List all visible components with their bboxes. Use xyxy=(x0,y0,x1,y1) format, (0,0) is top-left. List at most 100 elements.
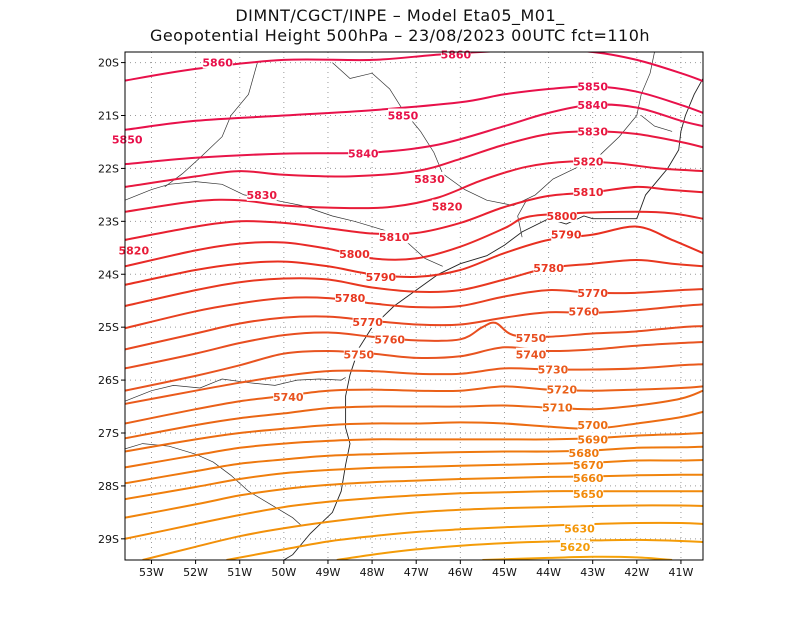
state-border xyxy=(640,115,673,132)
contour-label-bg xyxy=(573,154,604,168)
lat-tick-label: 21S xyxy=(98,110,119,123)
contour-label: 5710 xyxy=(542,402,573,415)
contour-label-bg xyxy=(112,132,143,146)
lon-tick-label: 53W xyxy=(139,566,164,579)
contour-label-bg xyxy=(568,304,599,318)
state-border xyxy=(125,443,302,526)
contour-label: 5830 xyxy=(246,189,277,202)
contour-line-5640 xyxy=(142,504,703,560)
contour-line-5620 xyxy=(336,538,703,560)
lat-tick-label: 27S xyxy=(98,427,119,440)
contour-line-5850 xyxy=(125,85,703,131)
contour-label: 5810 xyxy=(573,186,604,199)
contour-label: 5840 xyxy=(577,99,608,112)
contour-label-bg xyxy=(573,185,604,199)
contour-layer xyxy=(125,52,703,560)
contour-label-bg xyxy=(246,187,277,201)
contour-label: 5770 xyxy=(352,316,383,329)
lon-tick-label: 52W xyxy=(183,566,208,579)
contour-label-bg xyxy=(560,539,591,553)
contour-label-bg xyxy=(335,291,366,305)
contour-label-bg xyxy=(577,79,608,93)
contour-label: 5680 xyxy=(569,447,600,460)
contour-label-bg xyxy=(537,362,568,376)
lat-tick-label: 24S xyxy=(98,268,119,281)
contour-label: 5820 xyxy=(119,244,150,257)
lat-tick-label: 22S xyxy=(98,162,119,175)
chart-title-line1: DIMNT/CGCT/INPE – Model Eta05_M01_ xyxy=(235,6,565,25)
lon-tick-label: 47W xyxy=(404,566,429,579)
contour-label: 5790 xyxy=(366,271,397,284)
contour-label-bg xyxy=(352,314,383,328)
contour-line-5820 xyxy=(125,160,703,213)
contour-line-5680 xyxy=(125,445,703,485)
state-border xyxy=(125,181,443,267)
contour-line-5830 xyxy=(125,130,703,188)
contour-label: 5760 xyxy=(569,305,600,318)
contour-label-bg xyxy=(515,330,546,344)
contour-label-bg xyxy=(515,347,546,361)
lon-tick-label: 44W xyxy=(536,566,561,579)
contour-label-bg xyxy=(577,418,608,432)
contour-label-bg xyxy=(343,347,374,361)
contour-label: 5770 xyxy=(577,287,608,300)
contour-labels: 5860 5860 5850 5850 5850 5840 5840 5830 5830 5830… xyxy=(112,47,608,554)
contour-line-5630 xyxy=(226,521,703,560)
state-border xyxy=(332,52,655,206)
lon-tick-label: 50W xyxy=(271,566,296,579)
contour-label: 5850 xyxy=(112,133,143,146)
contour-label: 5630 xyxy=(564,522,595,535)
contour-label: 5620 xyxy=(560,541,591,554)
contour-label-bg xyxy=(573,457,604,471)
contour-label-bg xyxy=(414,172,445,185)
contour-label: 5820 xyxy=(573,156,604,169)
contour-label-bg xyxy=(339,247,370,261)
chart-title-line2: Geopotential Height 500hPa – 23/08/2023 … xyxy=(149,26,651,45)
contour-label: 5820 xyxy=(432,201,463,214)
contour-label: 5750 xyxy=(516,332,547,345)
lon-tick-label: 45W xyxy=(492,566,517,579)
contour-label-bg xyxy=(573,470,604,484)
contour-label-bg xyxy=(577,124,608,138)
contour-label-bg xyxy=(379,230,410,244)
contour-label-bg xyxy=(374,332,405,346)
lat-tick-label: 25S xyxy=(98,321,119,334)
contour-label: 5850 xyxy=(577,80,608,93)
contour-label: 5760 xyxy=(374,333,405,346)
contour-label-bg xyxy=(348,146,379,160)
contour-label: 5780 xyxy=(335,292,366,305)
contour-label: 5830 xyxy=(414,173,445,186)
contour-label-bg xyxy=(564,521,595,535)
state-border xyxy=(517,200,527,238)
contour-label-bg xyxy=(365,269,396,283)
lon-tick-label: 51W xyxy=(227,566,252,579)
contour-line-5700 xyxy=(125,410,703,453)
contour-label: 5800 xyxy=(339,248,370,261)
contour-line-5650 xyxy=(125,490,703,540)
contour-label: 5850 xyxy=(388,110,419,123)
contour-line-5800 xyxy=(125,210,703,268)
contour-label-bg xyxy=(577,285,608,299)
lon-tick-label: 48W xyxy=(360,566,385,579)
contour-label-bg xyxy=(440,47,471,61)
contour-line-5780 xyxy=(125,259,703,307)
contour-label: 5720 xyxy=(546,384,577,397)
lon-tick-label: 43W xyxy=(580,566,605,579)
contour-label: 5670 xyxy=(573,459,604,472)
contour-line-5670 xyxy=(125,459,703,501)
lat-tick-label: 23S xyxy=(98,215,119,228)
contour-label: 5690 xyxy=(577,433,608,446)
contour-line-5760 xyxy=(125,303,703,351)
state-border xyxy=(164,62,258,188)
contour-label-bg xyxy=(273,390,304,404)
contour-line-5860 xyxy=(125,52,703,83)
contour-label: 5800 xyxy=(546,210,577,223)
contour-label: 5650 xyxy=(573,488,604,501)
contour-line-5610 xyxy=(482,555,673,560)
contour-label-bg xyxy=(387,108,418,122)
contour-line-5690 xyxy=(125,432,703,469)
contour-label: 5780 xyxy=(533,262,564,275)
contour-line-5750 xyxy=(125,321,703,370)
contour-line-5840 xyxy=(125,103,703,166)
contour-line-5660 xyxy=(125,473,703,519)
